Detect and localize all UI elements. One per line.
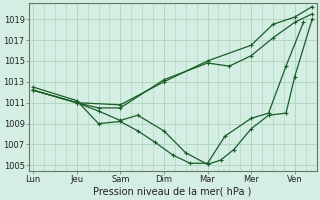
X-axis label: Pression niveau de la mer( hPa ): Pression niveau de la mer( hPa ) (93, 187, 252, 197)
